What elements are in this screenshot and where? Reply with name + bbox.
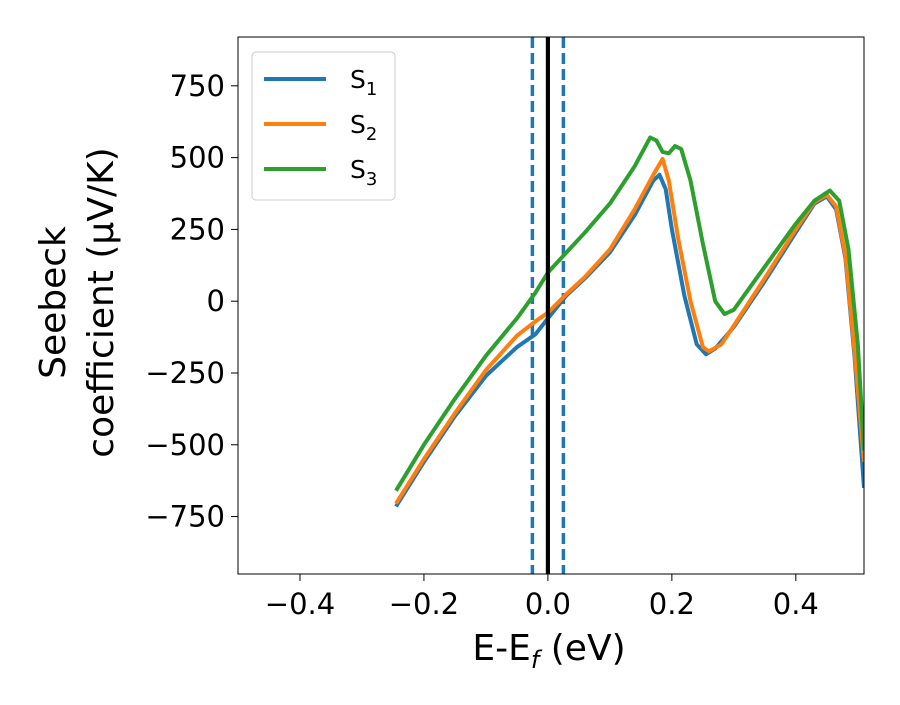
- y-tick-label: −250: [145, 356, 225, 390]
- legend-label-s2: S2: [350, 110, 377, 145]
- legend: S1 S2 S3: [251, 51, 396, 201]
- x-tick-label: −0.2: [389, 587, 459, 621]
- y-tick-label: 250: [170, 212, 225, 246]
- x-tick-label: 0.4: [773, 587, 819, 621]
- y-axis: 750 500 250 0 −250 −500 −750: [145, 69, 238, 534]
- y-tick-label: 500: [170, 141, 225, 175]
- x-tick-label: 0.0: [525, 587, 571, 621]
- x-tick-label: −0.4: [265, 587, 335, 621]
- x-axis: −0.4 −0.2 0.0 0.2 0.4: [265, 574, 819, 621]
- y-tick-label: −500: [145, 428, 225, 462]
- series-line-s3: [394, 135, 864, 492]
- y-axis-label-line1: Seebeck: [33, 226, 74, 379]
- y-tick-label: −750: [145, 500, 225, 534]
- x-axis-label: E-Ef (eV): [472, 628, 625, 674]
- series-line-s2: [394, 157, 864, 505]
- y-tick-label: 0: [207, 284, 225, 318]
- y-tick-label: 750: [170, 69, 225, 103]
- x-tick-label: 0.2: [649, 587, 695, 621]
- plot-frame: [237, 36, 865, 575]
- legend-label-s3: S3: [350, 155, 377, 190]
- y-axis-label-line2: coefficient (μV/K): [81, 147, 122, 457]
- series-lines: [394, 37, 864, 574]
- legend-label-s1: S1: [350, 65, 377, 100]
